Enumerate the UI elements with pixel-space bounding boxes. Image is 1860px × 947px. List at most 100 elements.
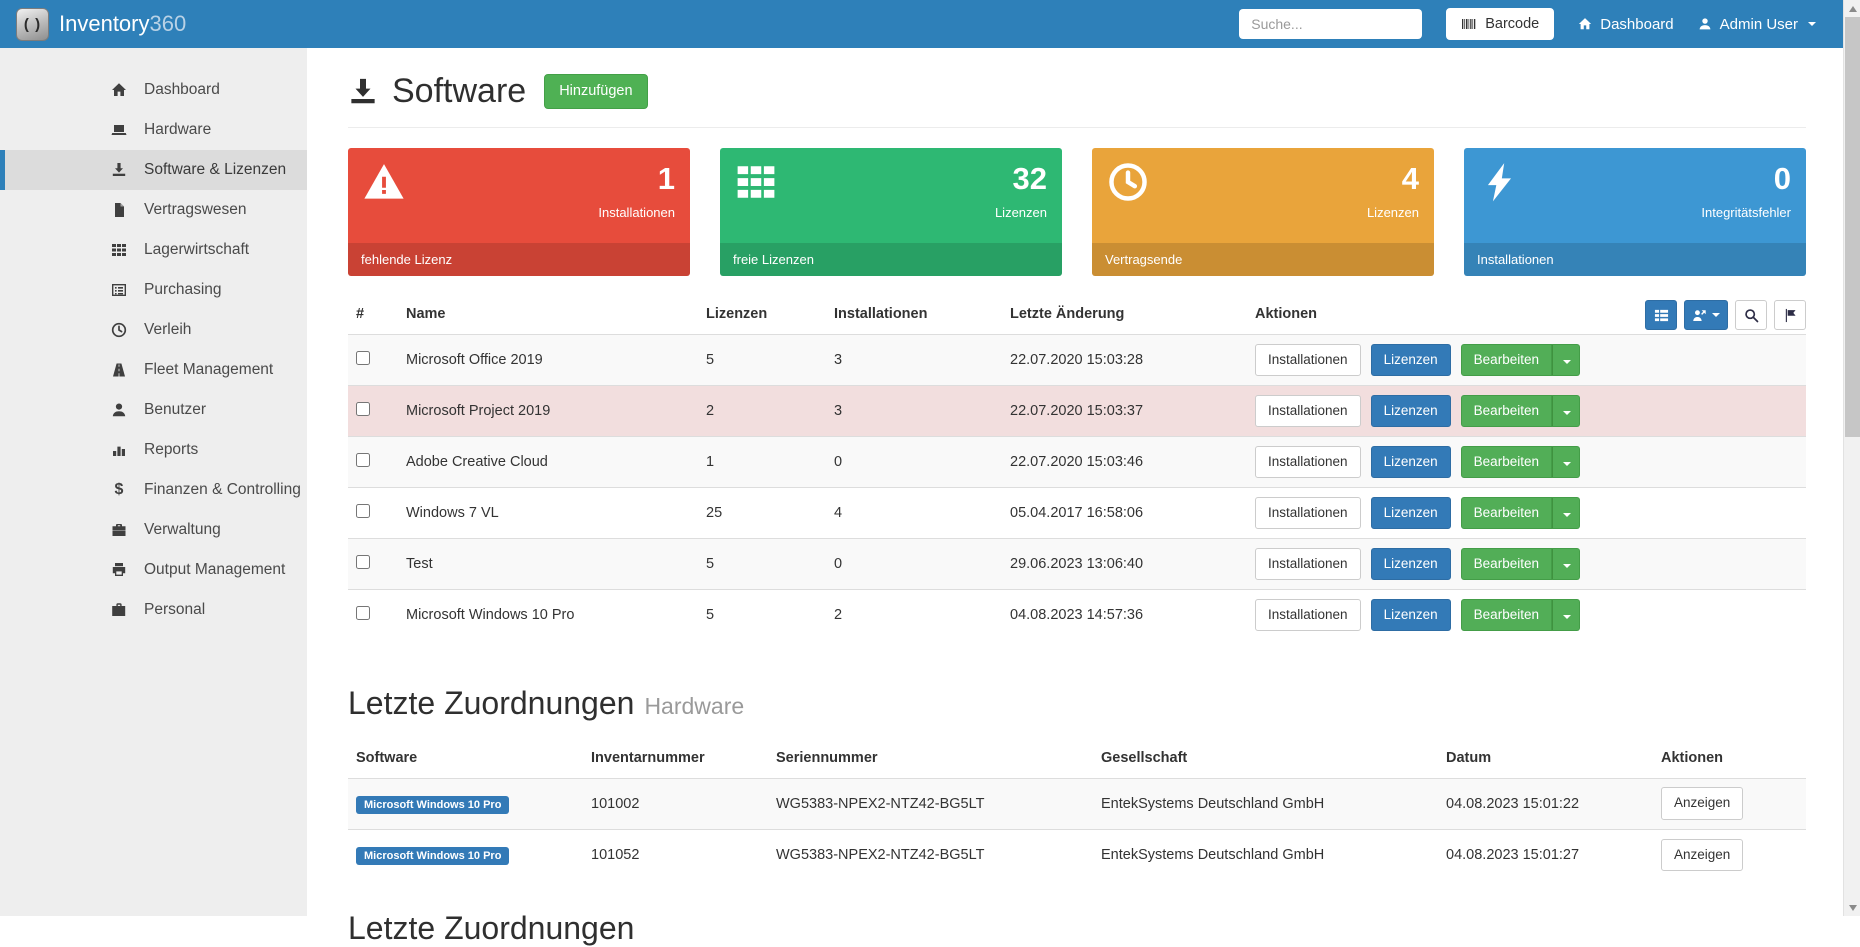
list-alt-icon [109, 282, 129, 298]
barcode-icon [1461, 16, 1477, 32]
edit-dropdown-toggle[interactable] [1551, 547, 1580, 581]
row-checkbox[interactable] [356, 606, 370, 621]
side-item-verleih[interactable]: Verleih [0, 310, 307, 350]
stat-cards: 1 Installationen fehlende Lizenz 32 Lize… [348, 148, 1806, 276]
side-item-dashboard[interactable]: Dashboard [0, 70, 307, 110]
installation-count: 0 [826, 436, 1002, 488]
table-row: Windows 7 VL 25 4 05.04.2017 16:58:06 In… [348, 487, 1806, 539]
side-item-output-management[interactable]: Output Management [0, 550, 307, 590]
last-modified: 29.06.2023 13:06:40 [1002, 538, 1247, 590]
edit-button[interactable]: Bearbeiten [1460, 394, 1552, 428]
view-button[interactable]: Anzeigen [1661, 838, 1744, 871]
licenses-button[interactable]: Lizenzen [1370, 343, 1451, 377]
th-grid-icon [109, 242, 129, 258]
edit-button[interactable]: Bearbeiten [1460, 496, 1552, 530]
installations-button[interactable]: Installationen [1255, 496, 1361, 530]
license-count: 25 [698, 487, 826, 539]
app-brand[interactable]: ( ) Inventory360 [0, 7, 307, 41]
serial-number: WG5383-NPEX2-NTZ42-BG5LT [768, 777, 1093, 829]
side-item-verwaltung[interactable]: Verwaltung [0, 510, 307, 550]
edit-dropdown-toggle[interactable] [1551, 599, 1580, 632]
user-icon [109, 402, 129, 418]
scroll-down-arrow[interactable] [1844, 899, 1860, 916]
software-table-header: # Name Lizenzen Installationen Letzte Än… [348, 294, 1806, 335]
table-row: Microsoft Windows 10 Pro 5 2 04.08.2023 … [348, 589, 1806, 641]
row-checkbox[interactable] [356, 504, 370, 518]
side-item-reports[interactable]: Reports [0, 430, 307, 470]
col-installations: Installationen [826, 294, 1002, 335]
installations-button[interactable]: Installationen [1255, 547, 1361, 581]
edit-dropdown-toggle[interactable] [1551, 496, 1580, 530]
last-modified: 05.04.2017 16:58:06 [1002, 487, 1247, 539]
chevron-down-icon [1562, 410, 1571, 415]
edit-button[interactable]: Bearbeiten [1460, 445, 1552, 479]
col-actions: Aktionen [1653, 737, 1806, 779]
installations-button[interactable]: Installationen [1255, 599, 1361, 632]
edit-dropdown-toggle[interactable] [1551, 445, 1580, 479]
side-item-benutzer[interactable]: Benutzer [0, 390, 307, 430]
side-item-purchasing[interactable]: Purchasing [0, 270, 307, 310]
main-content: Software Hinzufügen 1 Installationen feh… [307, 48, 1860, 947]
row-checkbox[interactable] [356, 453, 370, 467]
card-integrity-errors[interactable]: 0 Integritätsfehler Installationen [1464, 148, 1806, 276]
side-item-vertragswesen[interactable]: Vertragswesen [0, 190, 307, 230]
row-checkbox[interactable] [356, 555, 370, 569]
side-item-hardware[interactable]: Hardware [0, 110, 307, 150]
row-checkbox[interactable] [356, 402, 370, 416]
col-name: Name [398, 294, 698, 335]
col-serial-number: Seriennummer [768, 737, 1093, 779]
tb-btn-list-view[interactable] [1645, 300, 1677, 330]
last-modified: 22.07.2020 15:03:37 [1002, 385, 1247, 437]
software-name: Adobe Creative Cloud [398, 436, 698, 488]
download-icon [109, 162, 129, 178]
barcode-button[interactable]: Barcode [1446, 8, 1555, 40]
licenses-button[interactable]: Lizenzen [1370, 496, 1451, 530]
user-menu[interactable]: Admin User [1698, 16, 1816, 33]
col-inventory-number: Inventarnummer [583, 737, 768, 779]
card-missing-license[interactable]: 1 Installationen fehlende Lizenz [348, 148, 690, 276]
card-free-licenses[interactable]: 32 Lizenzen freie Lizenzen [720, 148, 1062, 276]
licenses-button[interactable]: Lizenzen [1370, 445, 1451, 479]
col-licenses: Lizenzen [698, 294, 826, 335]
card-contract-end[interactable]: 4 Lizenzen Vertragsende [1092, 148, 1434, 276]
installation-count: 2 [826, 589, 1002, 641]
tb-btn-flag[interactable] [1774, 300, 1806, 330]
stat-label: Lizenzen [1366, 204, 1419, 220]
scrollbar-thumb[interactable] [1845, 17, 1860, 437]
tb-btn-search[interactable] [1735, 300, 1767, 330]
edit-button[interactable]: Bearbeiten [1460, 547, 1552, 581]
edit-button[interactable]: Bearbeiten [1460, 599, 1552, 632]
side-item-software-lizenzen[interactable]: Software & Lizenzen [0, 150, 307, 190]
side-item-lagerwirtschaft[interactable]: Lagerwirtschaft [0, 230, 307, 270]
assignments-table: Software Inventarnummer Seriennummer Ges… [348, 737, 1806, 880]
stat-value: 4 [1401, 161, 1419, 196]
side-item-finanzen-controlling[interactable]: $ Finanzen & Controlling [0, 470, 307, 510]
edit-dropdown-toggle[interactable] [1551, 343, 1580, 377]
licenses-button[interactable]: Lizenzen [1370, 547, 1451, 581]
edit-dropdown-toggle[interactable] [1551, 394, 1580, 428]
suitcase-icon [109, 602, 129, 618]
tb-btn-user-export[interactable] [1684, 300, 1728, 330]
scrollbar[interactable] [1843, 0, 1860, 916]
installations-button[interactable]: Installationen [1255, 445, 1361, 479]
edit-button[interactable]: Bearbeiten [1460, 343, 1552, 377]
licenses-button[interactable]: Lizenzen [1370, 394, 1451, 428]
chevron-down-icon [1712, 313, 1720, 317]
view-button[interactable]: Anzeigen [1661, 787, 1744, 820]
chevron-down-icon [1562, 563, 1571, 568]
scroll-up-arrow[interactable] [1844, 0, 1860, 17]
licenses-button[interactable]: Lizenzen [1370, 599, 1451, 632]
search-input[interactable] [1239, 9, 1423, 39]
row-checkbox[interactable] [356, 351, 370, 365]
dashboard-link[interactable]: Dashboard [1578, 16, 1674, 33]
print-icon [109, 562, 129, 578]
side-item-personal[interactable]: Personal [0, 590, 307, 630]
installations-button[interactable]: Installationen [1255, 343, 1361, 377]
divider [348, 127, 1806, 128]
brand-icon: ( ) [16, 7, 49, 41]
software-name: Microsoft Office 2019 [398, 334, 698, 386]
installations-button[interactable]: Installationen [1255, 394, 1361, 428]
side-item-fleet-management[interactable]: Fleet Management [0, 350, 307, 390]
add-button[interactable]: Hinzufügen [544, 73, 648, 110]
table-row: Microsoft Project 2019 2 3 22.07.2020 15… [348, 385, 1806, 437]
